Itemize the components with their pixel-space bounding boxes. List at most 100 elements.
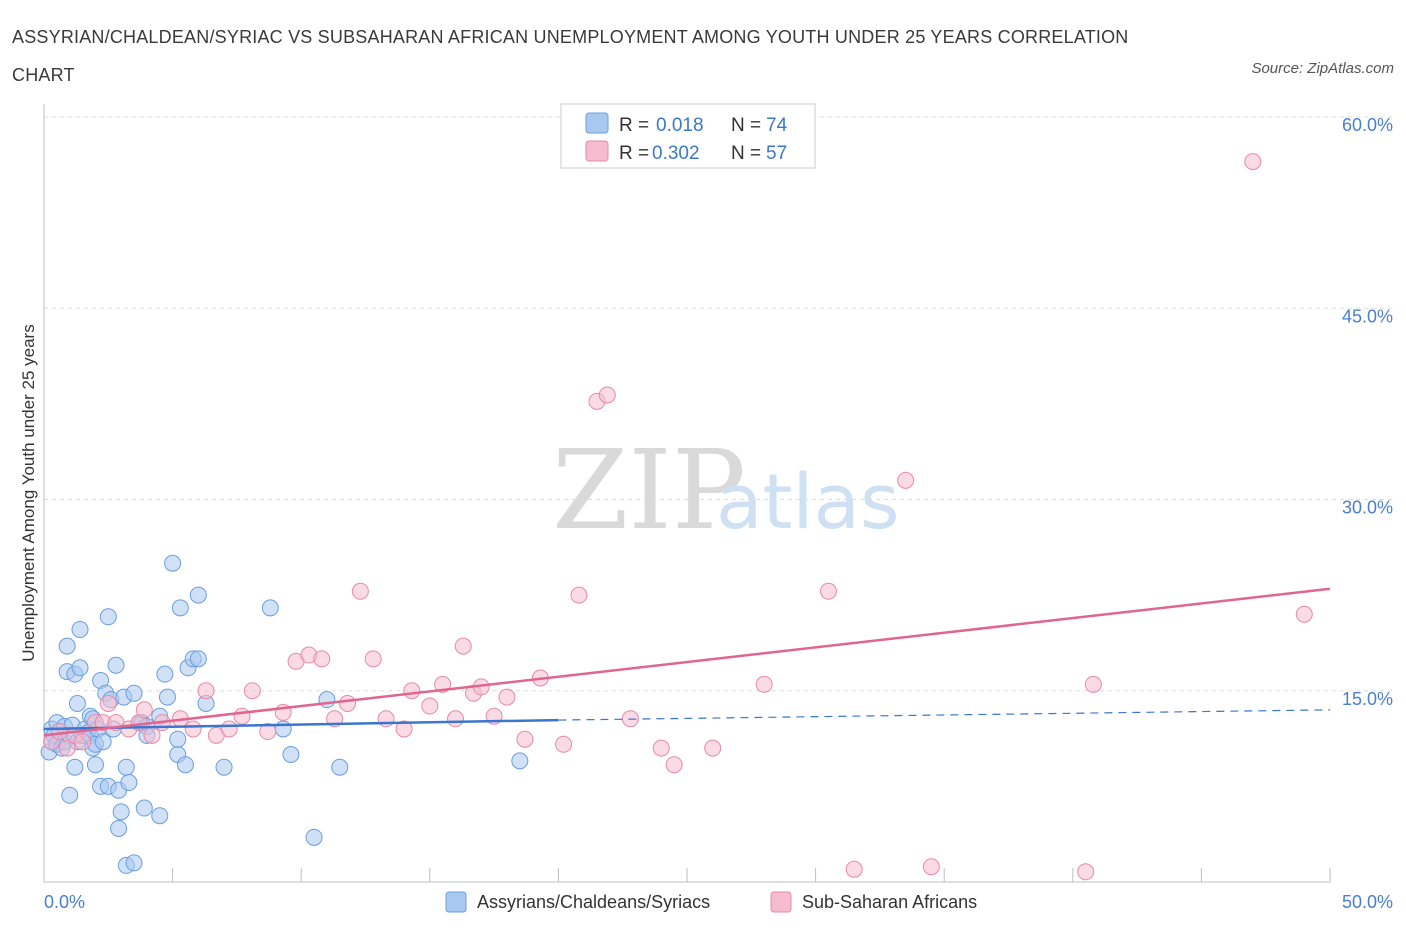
- point-assyrians: [112, 803, 130, 821]
- point-assyrians: [68, 695, 86, 712]
- point-subsaharan: [143, 726, 161, 744]
- legend-n-value-2: 57: [766, 143, 787, 164]
- point-subsaharan: [1244, 153, 1262, 171]
- point-assyrians: [305, 828, 323, 846]
- point-assyrians: [94, 733, 112, 751]
- point-subsaharan: [1084, 675, 1102, 693]
- point-assyrians: [164, 554, 182, 572]
- point-subsaharan: [922, 858, 940, 876]
- point-assyrians: [86, 756, 104, 774]
- y-tick-label: 60.0%: [1342, 115, 1393, 135]
- point-subsaharan: [58, 739, 76, 757]
- legend-n-value-1: 74: [766, 115, 788, 136]
- point-assyrians: [169, 730, 187, 748]
- point-assyrians: [189, 650, 207, 668]
- point-assyrians: [107, 656, 125, 674]
- series-subsaharan-points: [43, 153, 1313, 881]
- source-label: Source: ZipAtlas.com: [1251, 60, 1394, 77]
- point-subsaharan: [447, 710, 465, 728]
- point-subsaharan: [403, 682, 421, 700]
- point-assyrians: [215, 758, 233, 776]
- y-tick-label: 45.0%: [1342, 306, 1393, 326]
- point-assyrians: [511, 752, 529, 770]
- point-subsaharan: [338, 695, 356, 712]
- bottom-legend-swatch-blue: [445, 891, 467, 913]
- point-assyrians: [117, 758, 135, 776]
- bottom-legend-label-1: Assyrians/Chaldeans/Syriacs: [477, 892, 710, 912]
- point-assyrians: [110, 819, 128, 837]
- trend-line-assyrians-extension: [558, 709, 1331, 721]
- point-subsaharan: [845, 860, 863, 878]
- legend-n-label-1: N =: [731, 115, 761, 136]
- point-assyrians: [318, 691, 336, 709]
- point-assyrians: [99, 608, 117, 626]
- point-assyrians: [66, 758, 84, 776]
- point-subsaharan: [652, 739, 670, 757]
- point-subsaharan: [351, 582, 369, 600]
- point-assyrians: [125, 854, 143, 872]
- point-subsaharan: [1295, 605, 1313, 623]
- legend-r-value-2: 0.302: [652, 143, 700, 164]
- trend-line-subsaharan: [43, 587, 1331, 737]
- watermark-atlas: atlas: [716, 457, 900, 546]
- x-tick-labels: 0.0% 50.0%: [44, 892, 1393, 912]
- bottom-legend: Assyrians/Chaldeans/Syriacs Sub-Saharan …: [445, 891, 977, 913]
- point-subsaharan: [395, 720, 413, 738]
- point-assyrians: [331, 758, 349, 776]
- point-subsaharan: [50, 723, 68, 741]
- point-assyrians: [189, 586, 207, 604]
- point-subsaharan: [570, 586, 588, 604]
- point-assyrians: [274, 720, 292, 738]
- point-subsaharan: [555, 735, 573, 753]
- point-assyrians: [151, 807, 169, 825]
- point-assyrians: [125, 684, 143, 702]
- point-assyrians: [135, 799, 153, 817]
- point-subsaharan: [135, 701, 153, 719]
- point-subsaharan: [421, 697, 439, 715]
- trend-line-assyrians: [43, 718, 559, 731]
- point-subsaharan: [897, 471, 915, 489]
- point-subsaharan: [364, 650, 382, 668]
- point-assyrians: [156, 665, 174, 683]
- legend-box: R = 0.018 N = 74 R = 0.302 N = 57: [560, 103, 816, 169]
- point-subsaharan: [233, 707, 251, 725]
- point-subsaharan: [498, 688, 516, 706]
- point-assyrians: [61, 786, 79, 804]
- watermark-zip: ZIP: [552, 426, 746, 554]
- point-subsaharan: [197, 682, 215, 700]
- legend-swatch-pink: [585, 140, 609, 162]
- point-assyrians: [158, 688, 176, 706]
- point-subsaharan: [243, 682, 261, 700]
- point-assyrians: [71, 621, 89, 639]
- point-subsaharan: [598, 386, 616, 404]
- point-assyrians: [176, 756, 194, 774]
- x-tick-label-max: 50.0%: [1342, 892, 1393, 912]
- point-assyrians: [71, 659, 89, 677]
- chart-title: ASSYRIAN/CHALDEAN/SYRIAC VS SUBSAHARAN A…: [12, 27, 1129, 85]
- legend-swatch-blue: [585, 112, 609, 134]
- y-tick-label: 15.0%: [1342, 689, 1393, 709]
- legend-n-label-2: N =: [731, 143, 761, 164]
- point-assyrians: [58, 637, 76, 655]
- y-tick-label: 30.0%: [1342, 498, 1393, 518]
- point-subsaharan: [184, 720, 202, 738]
- point-assyrians: [282, 746, 300, 763]
- point-subsaharan: [819, 582, 837, 600]
- point-subsaharan: [313, 650, 331, 668]
- bottom-legend-swatch-pink: [770, 891, 792, 913]
- point-subsaharan: [1077, 863, 1095, 881]
- trend-lines: [43, 587, 1331, 737]
- legend-r-value-1: 0.018: [656, 115, 704, 136]
- point-subsaharan: [516, 730, 534, 748]
- point-subsaharan: [259, 723, 277, 741]
- point-subsaharan: [220, 720, 238, 738]
- point-subsaharan: [665, 756, 683, 774]
- x-tick-label-min: 0.0%: [44, 892, 85, 912]
- legend-r-label-1: R =: [619, 115, 649, 136]
- point-subsaharan: [99, 695, 117, 712]
- y-tick-labels: 15.0% 30.0% 45.0% 60.0%: [1342, 115, 1393, 709]
- point-subsaharan: [454, 637, 472, 655]
- bottom-legend-label-2: Sub-Saharan Africans: [802, 892, 977, 912]
- legend-r-label-2: R =: [619, 143, 649, 164]
